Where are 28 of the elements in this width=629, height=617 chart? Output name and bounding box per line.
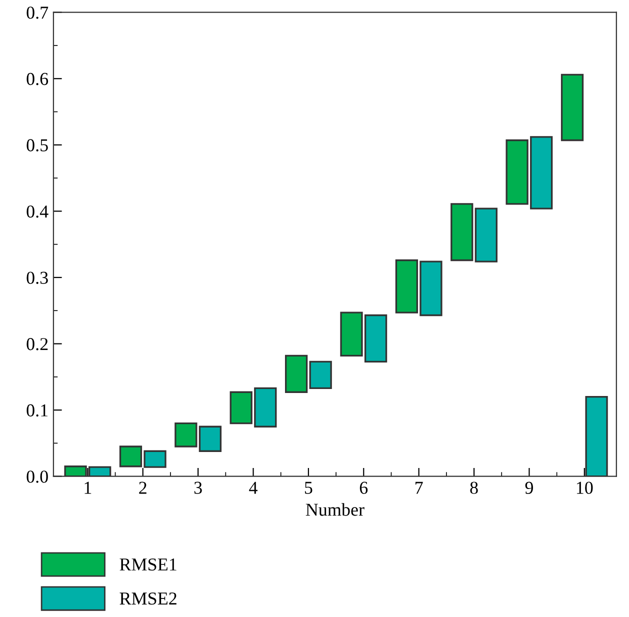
legend-label: RMSE2 — [120, 592, 176, 605]
bar — [174, 422, 198, 448]
bar — [198, 426, 222, 452]
y-tick-label: 0.3 — [26, 272, 48, 284]
y-tick-label: 0.4 — [26, 205, 48, 218]
y-tick-label: 0.6 — [26, 72, 48, 86]
y-tick-label: 0.7 — [26, 6, 48, 19]
x-tick-label: 5 — [304, 482, 312, 494]
x-axis-title: Number — [306, 503, 364, 516]
x-tick-label: 9 — [525, 482, 533, 494]
x-tick-label: 4 — [249, 482, 258, 494]
x-tick-label: 2 — [139, 482, 146, 494]
x-tick-label: 7 — [416, 482, 423, 494]
bar — [284, 354, 308, 393]
legend-label: RMSE1 — [120, 558, 176, 571]
x-tick-label: 10 — [576, 482, 593, 494]
x-tick-label: 3 — [194, 482, 202, 494]
x-tick-label: 1 — [84, 482, 92, 494]
bar — [474, 208, 498, 262]
bar — [309, 360, 332, 389]
y-tick-label: 0.2 — [26, 338, 48, 350]
bar — [450, 203, 474, 262]
x-tick-label: 6 — [360, 482, 368, 494]
y-tick-label: 0.0 — [26, 470, 48, 483]
y-tick-label: 0.5 — [26, 139, 48, 152]
bar — [560, 74, 584, 142]
y-tick-label: 0.1 — [26, 404, 48, 417]
x-tick-label: 8 — [470, 482, 478, 494]
